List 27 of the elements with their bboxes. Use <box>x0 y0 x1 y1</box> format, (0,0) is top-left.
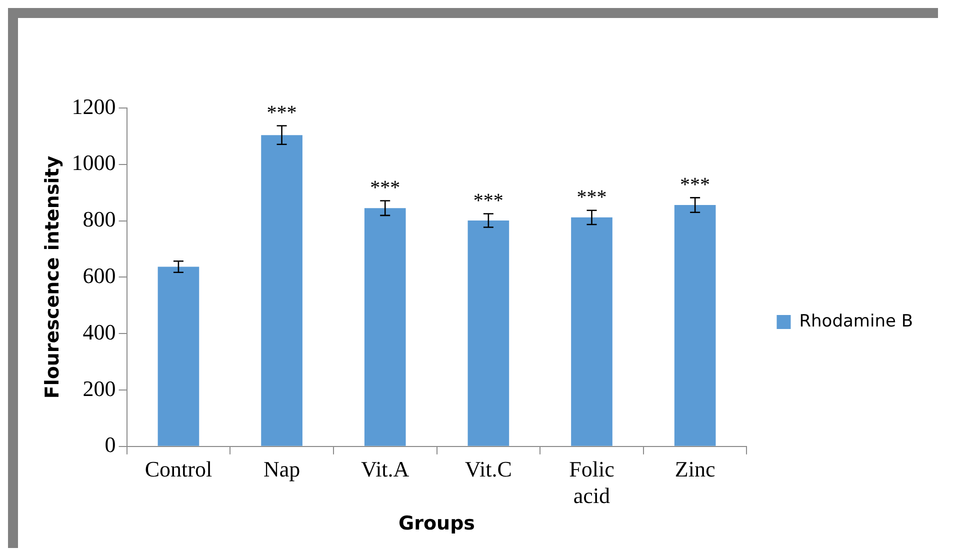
data-label: *** <box>473 190 504 212</box>
y-tick-label: 800 <box>82 206 116 232</box>
data-label: *** <box>370 177 400 200</box>
bar <box>571 217 612 446</box>
bar <box>674 205 716 446</box>
y-tick-label: 600 <box>82 262 116 288</box>
x-tick-label: Zinc <box>674 456 716 482</box>
x-tick-label: Nap <box>263 456 300 482</box>
y-tick-label: 1000 <box>72 150 116 176</box>
x-tick-label: Folic acid <box>569 456 615 508</box>
bar <box>364 208 406 446</box>
x-tick-label: Control <box>144 456 212 482</box>
x-tick-label: Vit.A <box>361 456 410 482</box>
data-label: *** <box>266 102 297 124</box>
bar <box>261 135 302 446</box>
y-tick-label: 200 <box>82 376 116 401</box>
x-axis-title: Groups <box>398 512 475 535</box>
y-axis-title: Flourescence intensity <box>41 155 64 399</box>
x-tick-label: Vit.C <box>464 456 512 482</box>
data-label: *** <box>576 186 607 209</box>
y-tick-label: 1200 <box>72 94 116 119</box>
bar <box>468 220 510 446</box>
y-tick-label: 0 <box>104 432 116 458</box>
data-label: *** <box>680 174 710 196</box>
bar <box>158 266 200 446</box>
y-tick-label: 400 <box>82 319 116 344</box>
legend-label: Rhodamine B <box>799 311 913 332</box>
